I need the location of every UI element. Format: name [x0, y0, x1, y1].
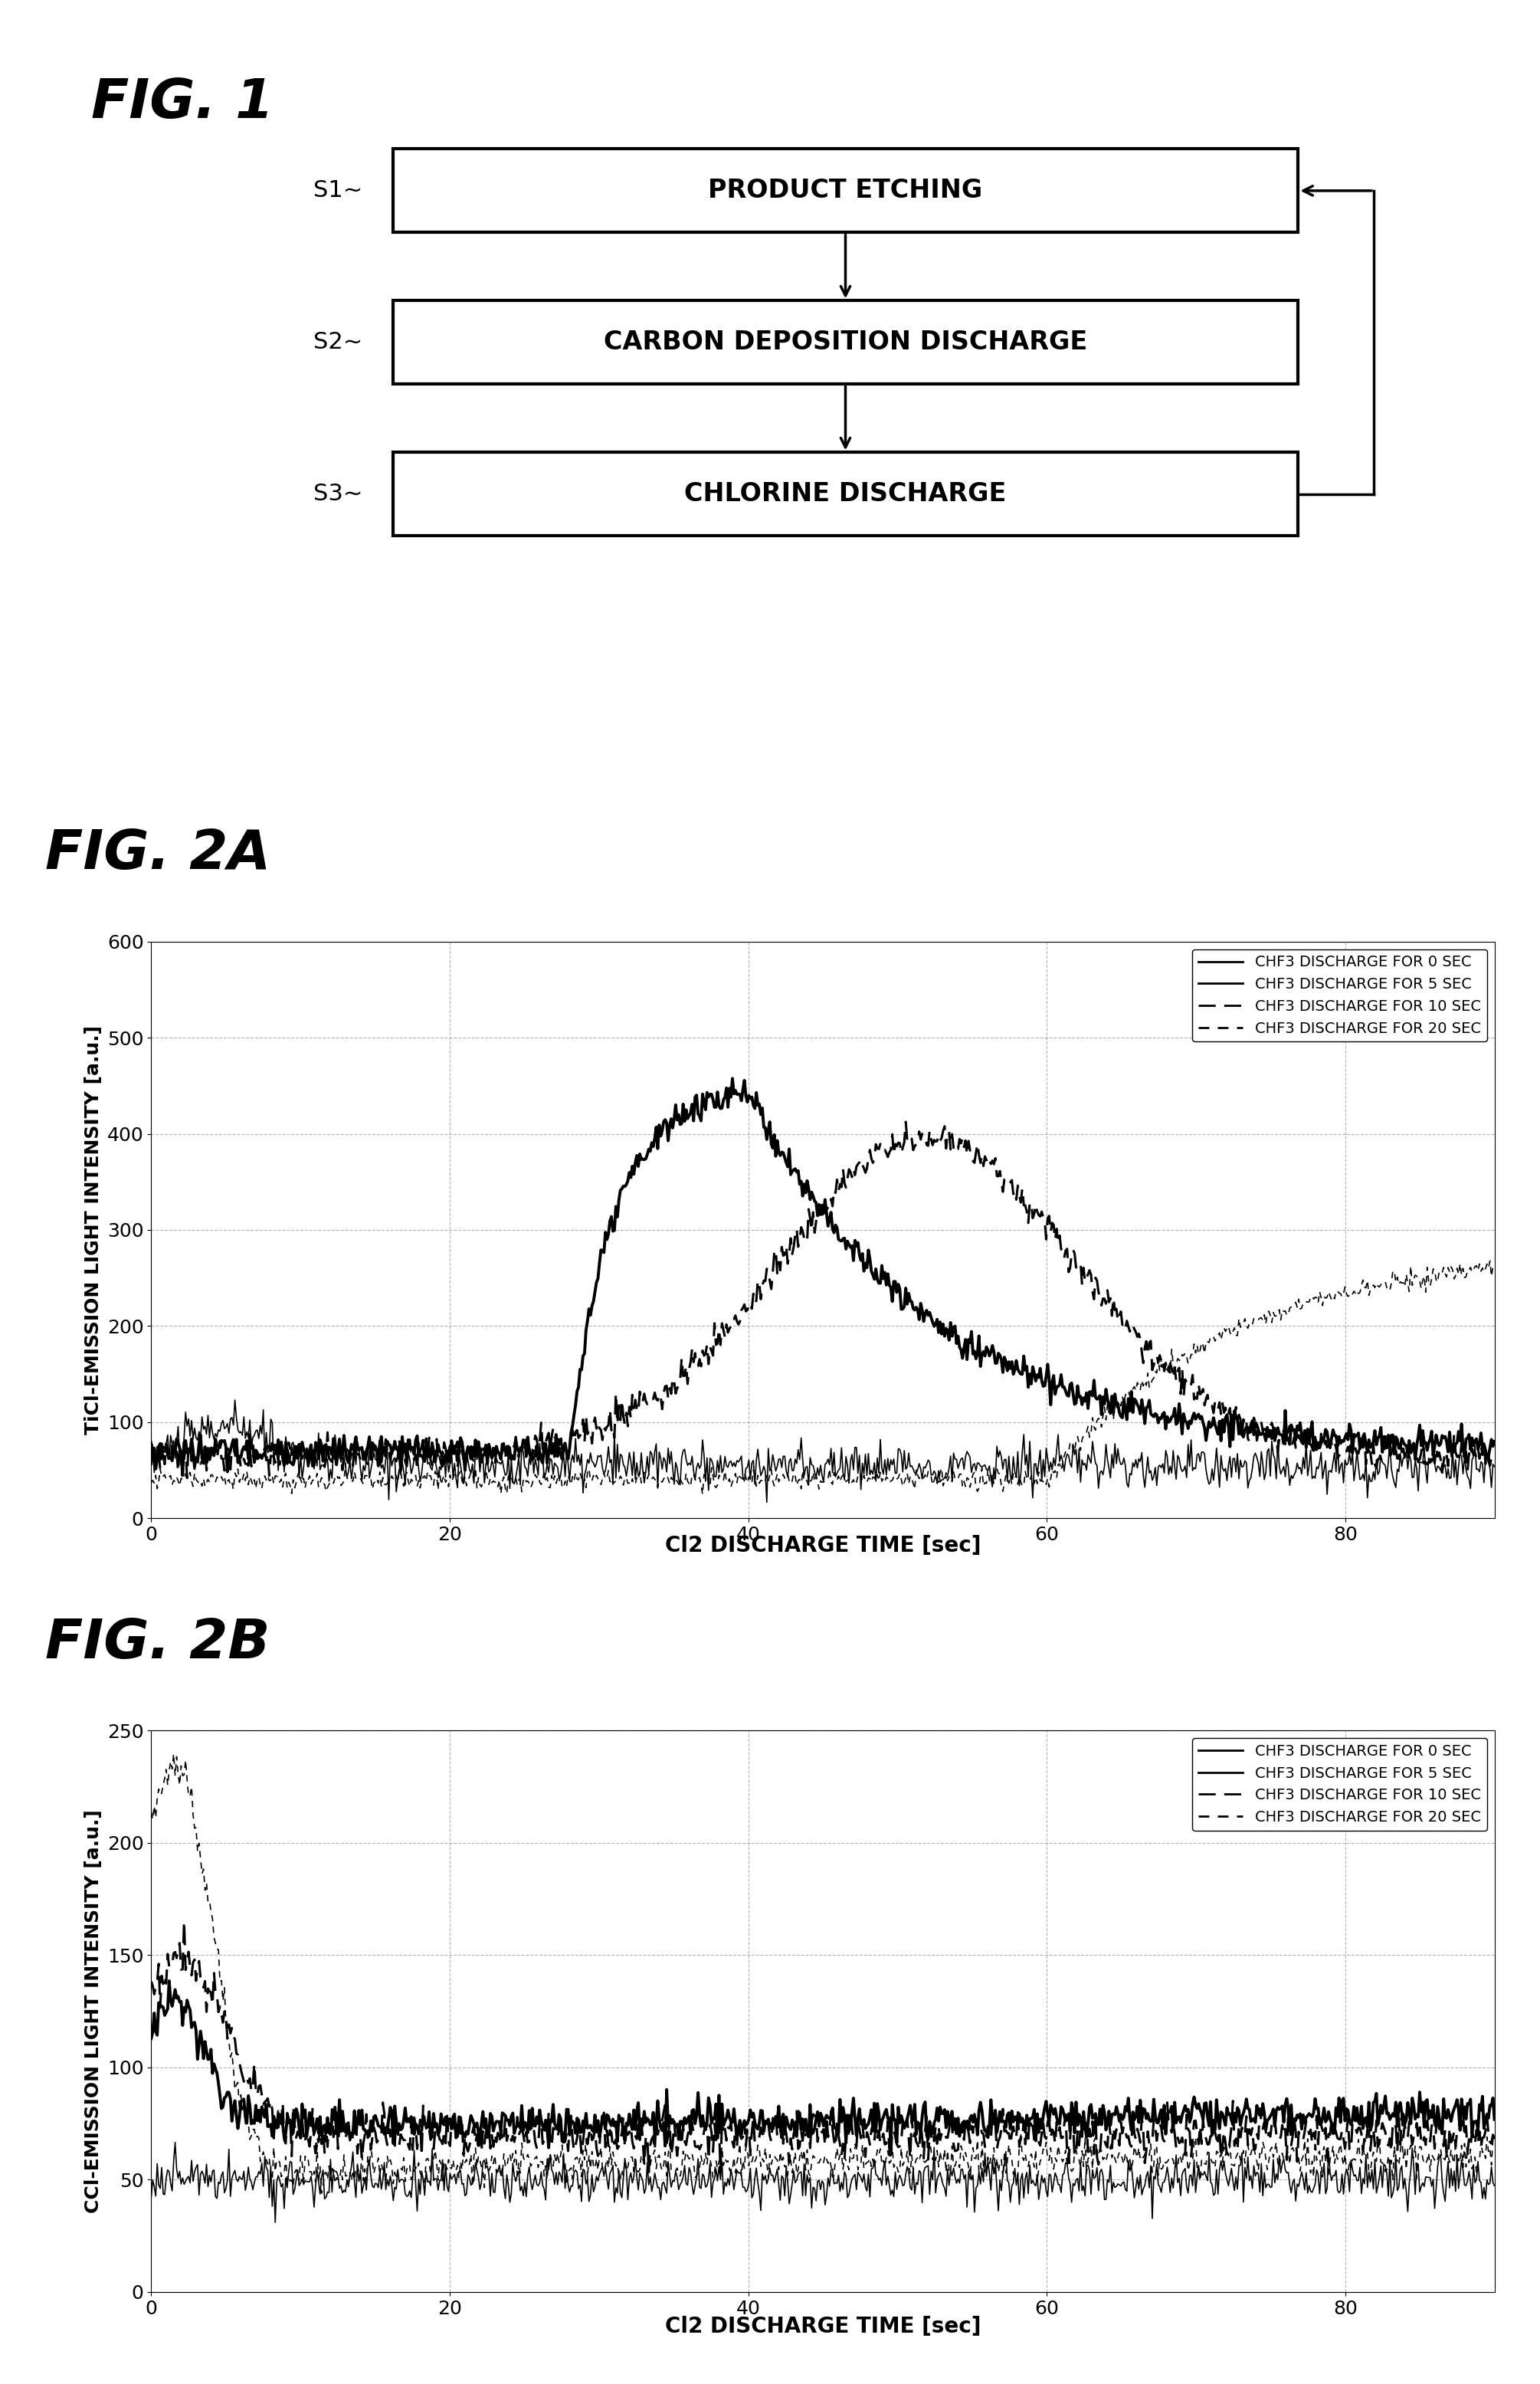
- Text: FIG. 1: FIG. 1: [91, 76, 274, 129]
- Text: Cl2 DISCHARGE TIME [sec]: Cl2 DISCHARGE TIME [sec]: [665, 2315, 981, 2336]
- Text: S1~: S1~: [313, 179, 362, 203]
- FancyBboxPatch shape: [393, 453, 1298, 536]
- Text: CARBON DEPOSITION DISCHARGE: CARBON DEPOSITION DISCHARGE: [604, 329, 1087, 355]
- Text: Cl2 DISCHARGE TIME [sec]: Cl2 DISCHARGE TIME [sec]: [665, 1535, 981, 1557]
- Text: CHLORINE DISCHARGE: CHLORINE DISCHARGE: [684, 482, 1007, 508]
- Text: FIG. 2A: FIG. 2A: [46, 827, 271, 880]
- Text: PRODUCT ETCHING: PRODUCT ETCHING: [708, 179, 983, 203]
- FancyBboxPatch shape: [393, 150, 1298, 234]
- FancyBboxPatch shape: [393, 300, 1298, 384]
- Text: S2~: S2~: [313, 331, 362, 353]
- Text: S3~: S3~: [313, 484, 362, 505]
- Text: FIG. 2B: FIG. 2B: [46, 1616, 271, 1669]
